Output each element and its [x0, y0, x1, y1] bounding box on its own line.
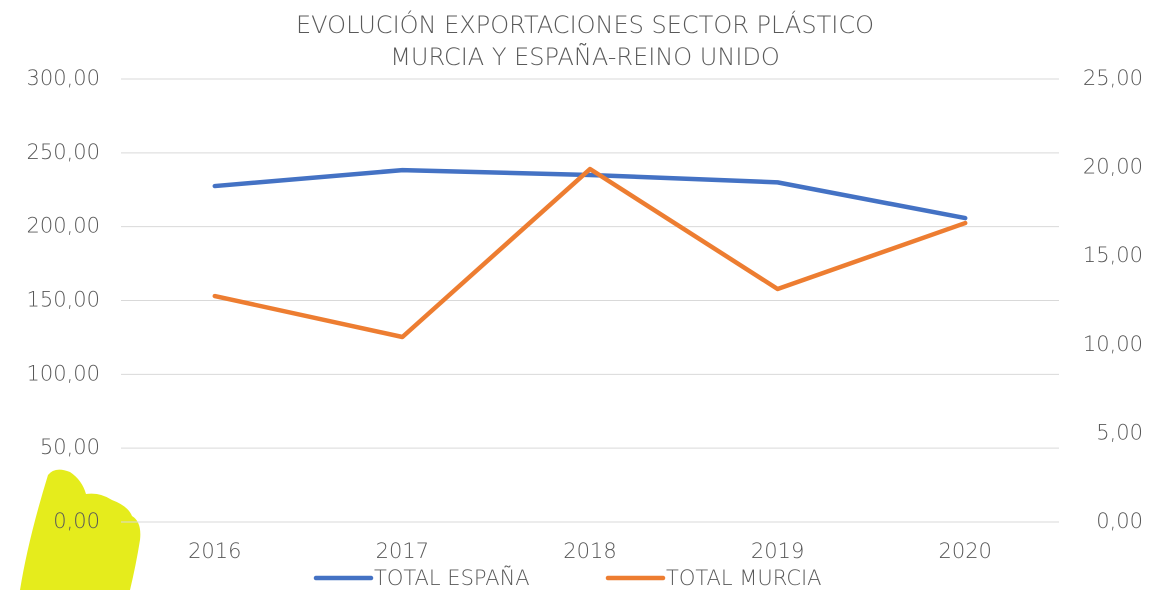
y-tick-label: 250,00	[27, 140, 100, 164]
chart-title: MURCIA Y ESPAÑA-REINO UNIDO	[390, 42, 780, 71]
y2-tick-label: 5,00	[1096, 420, 1143, 444]
y2-tick-label: 15,00	[1083, 243, 1143, 267]
x-tick-label: 2016	[188, 539, 241, 563]
y2-tick-label: 20,00	[1083, 155, 1143, 179]
y2-tick-label: 25,00	[1083, 66, 1143, 90]
y-tick-label: 100,00	[27, 361, 100, 385]
x-tick-label: 2018	[563, 539, 616, 563]
decoration	[20, 469, 141, 590]
legend-label: TOTAL MURCIA	[666, 566, 822, 590]
y-tick-label: 150,00	[27, 288, 100, 312]
y2-tick-label: 0,00	[1096, 509, 1143, 533]
x-tick-label: 2020	[938, 539, 991, 563]
series-line	[212, 167, 968, 221]
x-tick-label: 2017	[376, 539, 429, 563]
y2-tick-label: 10,00	[1083, 332, 1143, 356]
x-tick-label: 2019	[751, 539, 804, 563]
y-tick-label: 0,00	[53, 509, 100, 533]
series-line	[212, 166, 968, 340]
y-tick-label: 50,00	[40, 435, 100, 459]
y-tick-label: 200,00	[27, 214, 100, 238]
legend-label: TOTAL ESPAÑA	[374, 565, 530, 590]
y-tick-label: 300,00	[27, 66, 100, 90]
chart-title: EVOLUCIÓN EXPORTACIONES SECTOR PLÁSTICO	[296, 9, 874, 39]
